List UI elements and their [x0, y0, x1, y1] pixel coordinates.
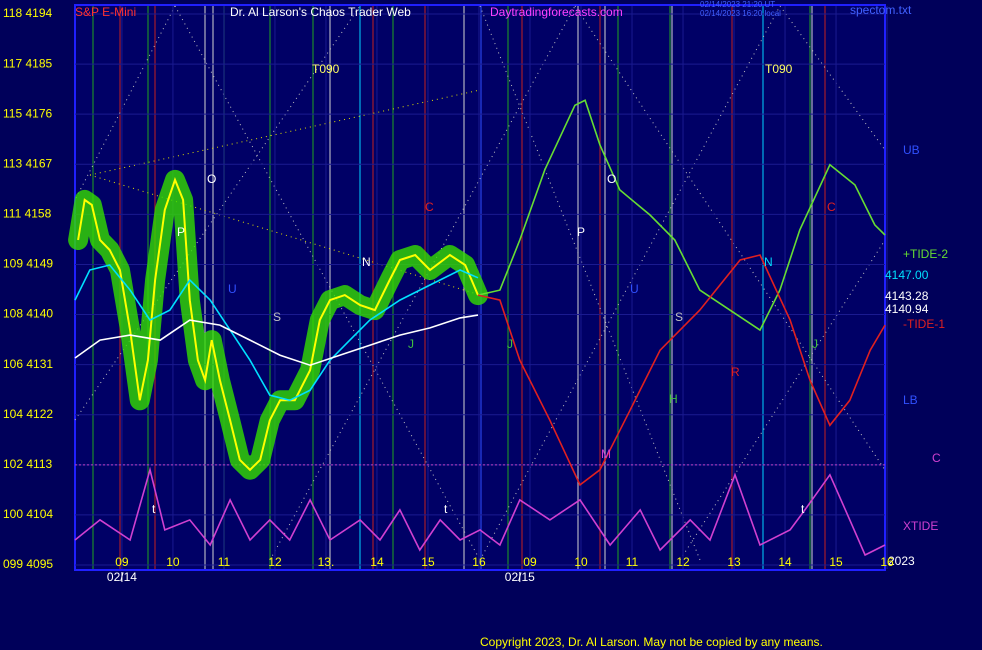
- annotation: C: [425, 200, 434, 214]
- annotation: N: [764, 255, 773, 269]
- annotation: C: [827, 200, 836, 214]
- y-tick-label: 109 4149: [3, 257, 53, 271]
- x-tick-label: 14: [370, 555, 384, 569]
- y-tick-label: 100 4104: [3, 507, 53, 521]
- tide-line: [477, 99, 886, 332]
- x-tick-label: 11: [218, 555, 231, 569]
- annotation: t: [152, 502, 156, 516]
- x-tick-label: 16: [472, 555, 486, 569]
- right-label: LB: [903, 393, 918, 407]
- annotation: U: [630, 282, 639, 296]
- right-label: 4143.28: [885, 289, 929, 303]
- year-label: 2023: [888, 554, 915, 568]
- right-label: 4140.94: [885, 302, 929, 316]
- y-tick-label: 115 4176: [3, 106, 52, 120]
- annotation: U: [228, 282, 237, 296]
- x-tick-label: 13.: [318, 555, 335, 569]
- right-label: 4147.00: [885, 268, 929, 282]
- cycle-line: [574, 5, 886, 471]
- annotation: H: [669, 392, 678, 406]
- annotation: T090: [765, 62, 793, 76]
- file-name: spectom.txt: [850, 3, 912, 17]
- y-tick-label: 111 4158: [3, 207, 52, 221]
- annotation: O: [207, 172, 216, 186]
- x-tick-label: 09: [115, 555, 129, 569]
- grid: [75, 6, 888, 582]
- x-tick-label: 10: [574, 555, 588, 569]
- annotation: R: [731, 365, 740, 379]
- y-tick-label: 113 4167: [3, 156, 52, 170]
- annotation: J: [408, 337, 414, 351]
- y-tick-label: 106 4131: [3, 357, 53, 371]
- x-tick-label: 10: [166, 555, 180, 569]
- series-line: [77, 177, 479, 472]
- chart-title: Dr. Al Larson's Chaos Trader Web: [230, 5, 411, 19]
- marks: [68, 99, 886, 557]
- annotation: J: [507, 337, 513, 351]
- y-tick-label: 117 4185: [3, 56, 52, 70]
- series-line: [74, 264, 479, 402]
- y-tick-label: 102 4113: [3, 457, 52, 471]
- annotation: M: [601, 447, 611, 461]
- cycle-line: [269, 5, 576, 561]
- symbol: S&P E-Mini: [75, 5, 136, 19]
- y-tick-label: 099 4095: [3, 557, 53, 571]
- labels: S&P E-Mini Dr. Al Larson's Chaos Trader …: [3, 0, 948, 649]
- cycle-line: [679, 239, 886, 561]
- annotation: P: [577, 225, 585, 239]
- y-tick-label: 104 4122: [3, 407, 53, 421]
- x-tick-label: 11: [626, 555, 639, 569]
- y-tick-label: 118 4194: [3, 6, 52, 20]
- tide-line: [74, 466, 886, 557]
- annotation: t: [444, 502, 448, 516]
- y-tick-label: 108 4140: [3, 307, 53, 321]
- x-tick-label: 15: [829, 555, 843, 569]
- series-label: -TIDE-1: [903, 317, 945, 331]
- annotation: P: [177, 225, 185, 239]
- date-label: 02/14: [107, 570, 137, 584]
- cycle-line: [89, 174, 481, 296]
- stamp-local: 02/14/2023 16:20 local: [700, 9, 781, 18]
- annotation: T090: [312, 62, 340, 76]
- right-label: C: [932, 451, 941, 465]
- x-tick-label: 12: [676, 555, 690, 569]
- series-label: +TIDE-2: [903, 247, 948, 261]
- series-line: [74, 314, 479, 367]
- annotation: S: [273, 310, 281, 324]
- x-tick-label: 15: [421, 555, 435, 569]
- x-tick-label: 16: [880, 555, 894, 569]
- right-label: UB: [903, 143, 920, 157]
- site: Daytradingforecasts.com: [490, 5, 623, 19]
- tide-line: [477, 254, 886, 487]
- x-tick-label: 14: [778, 555, 792, 569]
- annotation: t: [801, 502, 805, 516]
- cycle-line: [174, 5, 481, 561]
- stamp-utc: 02/14/2023 21:20 UT: [700, 0, 775, 9]
- annotation: O: [607, 172, 616, 186]
- annotation: S: [675, 310, 683, 324]
- date-label: 02/15: [505, 570, 535, 584]
- annotation: J: [812, 337, 818, 351]
- x-tick-label: 12: [268, 555, 282, 569]
- series-label: XTIDE: [903, 519, 938, 533]
- annotation: N: [362, 255, 371, 269]
- x-tick-label: 09: [523, 555, 537, 569]
- copyright: Copyright 2023, Dr. Al Larson. May not b…: [480, 635, 823, 649]
- x-tick-label: 13: [727, 555, 741, 569]
